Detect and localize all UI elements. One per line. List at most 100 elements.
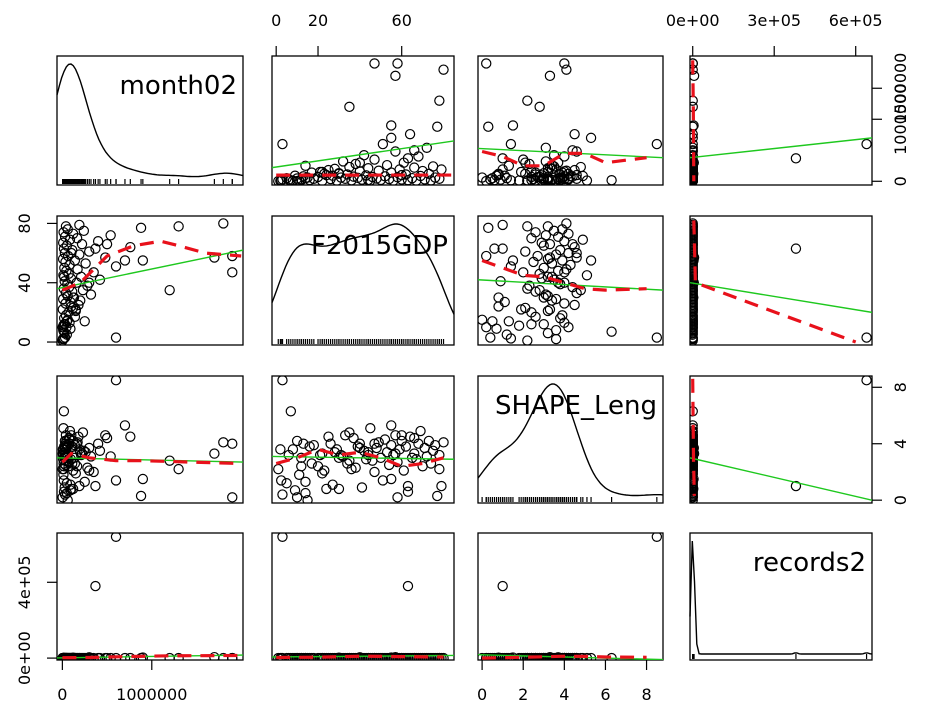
data-point [74, 219, 85, 231]
smooth-line [276, 654, 444, 660]
density-month02 [56, 63, 244, 184]
data-point [60, 221, 72, 232]
data-point [690, 304, 698, 315]
data-point [100, 252, 111, 263]
panel-marks-month02-vs-SHAPE_Leng [478, 58, 663, 185]
data-point [483, 222, 494, 234]
data-point [101, 238, 113, 250]
data-point [59, 247, 71, 259]
data-point [483, 121, 494, 132]
regression-line [690, 137, 872, 159]
data-point [522, 335, 533, 345]
data-point [436, 164, 447, 175]
data-point [90, 243, 101, 254]
data-point [344, 161, 355, 173]
data-point [78, 225, 90, 237]
data-point [110, 376, 122, 386]
x-tick-label-SHAPE_Leng: 6 [600, 685, 610, 704]
data-point [58, 469, 69, 480]
data-point [429, 172, 441, 183]
smooth-line [692, 220, 857, 344]
data-point [57, 333, 69, 345]
data-point [296, 452, 307, 464]
panel-F2015GDP-vs-SHAPE_Leng [477, 215, 664, 346]
data-point [173, 463, 184, 475]
panel-marks-F2015GDP-vs-records2 [690, 218, 872, 345]
data-point [291, 492, 303, 503]
data-point [550, 324, 562, 336]
data-point [503, 160, 515, 171]
data-point [135, 490, 147, 502]
data-point [423, 435, 435, 447]
data-point [571, 146, 582, 157]
data-point [83, 246, 95, 257]
panel-F2015GDP-vs-records2 [689, 215, 873, 346]
data-point [344, 455, 355, 466]
data-point [365, 423, 376, 434]
y-tick-label-month02: 1500000 [891, 53, 910, 124]
data-point [495, 174, 506, 185]
y-tick-label-records2: 4e+05 [15, 555, 34, 609]
smooth-line [691, 60, 696, 182]
data-point [363, 447, 374, 458]
data-point [135, 222, 147, 234]
data-point [861, 376, 872, 386]
data-point [402, 480, 414, 492]
data-point [325, 438, 336, 449]
x-tick-label-month02: 0 [57, 685, 67, 704]
data-point [530, 175, 541, 185]
data-point [344, 101, 355, 113]
x-tick-label-month02: 1000000 [116, 685, 187, 704]
data-point [62, 494, 73, 503]
panel-frame [689, 375, 873, 504]
regression-line [478, 653, 663, 660]
panel-frame [689, 55, 873, 186]
data-point [402, 580, 414, 592]
panel-frame [477, 375, 664, 504]
data-point [522, 95, 533, 106]
data-point [563, 174, 574, 185]
data-point [369, 652, 380, 660]
data-point [538, 262, 549, 274]
data-point [92, 438, 104, 449]
data-point [507, 120, 519, 131]
data-point [861, 138, 872, 150]
data-point [790, 243, 802, 254]
smooth-line [482, 654, 647, 660]
data-point [173, 221, 184, 232]
data-point [438, 437, 449, 448]
data-point [76, 238, 88, 250]
panel-frame [56, 55, 244, 186]
data-point [532, 250, 543, 262]
smooth-line [691, 378, 696, 496]
data-point [651, 533, 663, 542]
data-point [59, 332, 71, 343]
data-point [59, 271, 70, 282]
data-point [534, 101, 545, 113]
data-point [421, 142, 433, 153]
panel-frame [56, 375, 244, 504]
x-tick-label-SHAPE_Leng: 8 [641, 685, 651, 704]
data-point [497, 580, 508, 592]
data-point [421, 451, 433, 462]
data-point [227, 492, 238, 503]
data-point [386, 420, 397, 431]
x-tick-label-SHAPE_Leng: 0 [477, 685, 487, 704]
data-point [58, 486, 70, 497]
data-point [392, 58, 403, 69]
data-point [296, 461, 307, 472]
data-point [569, 299, 580, 311]
data-point [404, 128, 416, 140]
data-point [77, 427, 89, 438]
data-point [402, 153, 414, 164]
data-point [550, 175, 562, 185]
data-point [137, 255, 149, 266]
data-point [276, 475, 287, 486]
data-point [227, 652, 238, 660]
data-point [398, 465, 409, 476]
data-point [501, 329, 512, 340]
data-point [690, 333, 698, 345]
data-point [59, 482, 70, 493]
data-point [542, 253, 554, 265]
x-tick-label-records2: 3e+05 [747, 11, 801, 30]
